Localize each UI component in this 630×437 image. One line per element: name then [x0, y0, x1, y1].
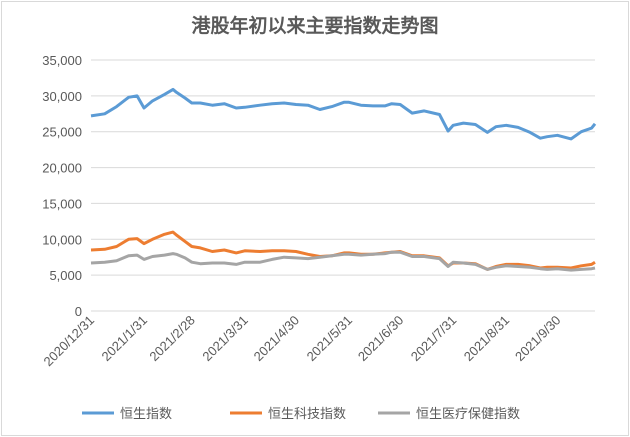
x-tick-label: 2021/3/31 — [199, 313, 251, 365]
chart-title: 港股年初以来主要指数走势图 — [191, 14, 438, 37]
x-tick-label: 2021/2/28 — [146, 313, 198, 365]
series-line-3 — [90, 250, 596, 272]
legend: 恒生指数 恒生科技指数 恒生医疗保健指数 — [82, 407, 520, 422]
series-line-2 — [90, 230, 596, 271]
legend-label: 恒生医疗保健指数 — [416, 407, 520, 422]
y-tick-label: 30,000 — [42, 89, 82, 104]
x-tick-label: 2021/8/31 — [461, 313, 513, 365]
gridlines — [91, 59, 595, 276]
y-axis-ticks: 0 5,000 10,000 15,000 20,000 25,000 30,000 35,0… — [42, 53, 82, 319]
y-tick-label: 10,000 — [42, 232, 82, 247]
x-tick-label: 2021/1/31 — [99, 313, 151, 365]
x-tick-label: 2021/7/31 — [408, 313, 460, 365]
x-tick-label: 2020/12/31 — [40, 313, 97, 370]
y-tick-label: 35,000 — [42, 53, 82, 68]
y-tick-label: 0 — [75, 304, 82, 319]
y-tick-label: 25,000 — [42, 125, 82, 140]
legend-label: 恒生科技指数 — [268, 407, 346, 422]
x-tick-label: 2021/6/30 — [355, 313, 407, 365]
series-lines — [90, 87, 597, 272]
x-tick-label: 2021/4/30 — [251, 313, 303, 365]
legend-label: 恒生指数 — [120, 407, 172, 422]
series-line-1 — [90, 87, 597, 141]
y-tick-label: 15,000 — [42, 196, 82, 211]
y-tick-label: 20,000 — [42, 161, 82, 176]
y-tick-label: 5,000 — [49, 268, 82, 283]
x-tick-label: 2021/9/30 — [512, 313, 564, 365]
x-tick-label: 2021/5/31 — [304, 313, 356, 365]
